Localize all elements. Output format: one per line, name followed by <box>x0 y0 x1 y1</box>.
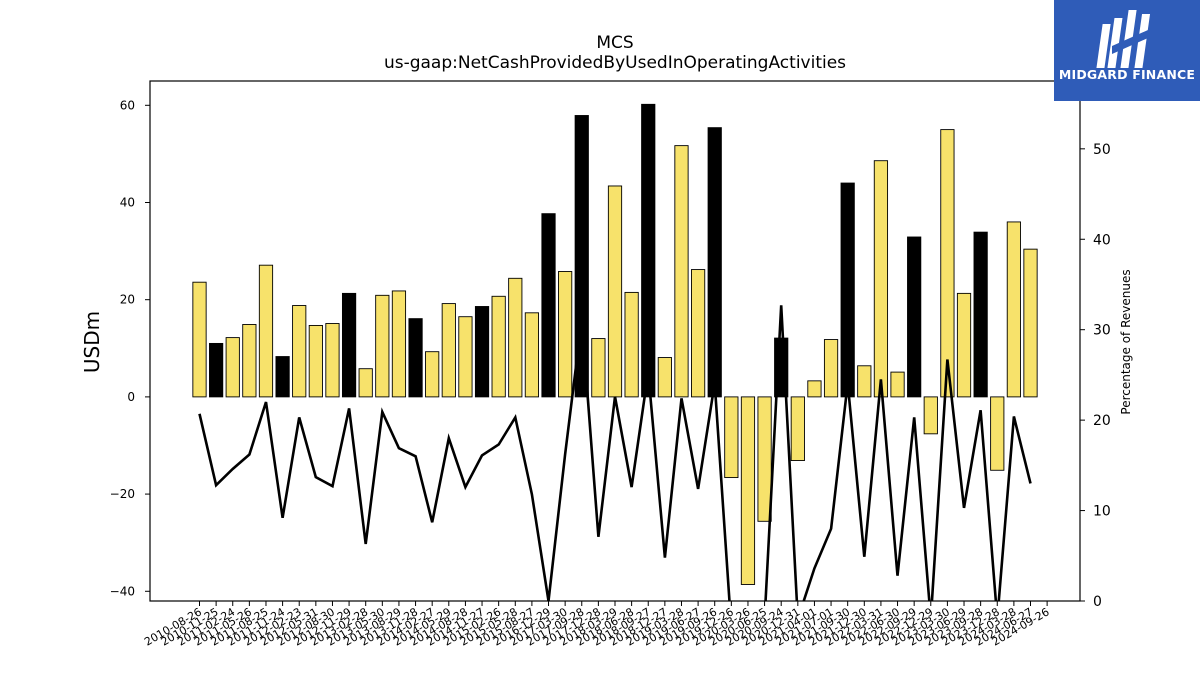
bar-series <box>192 103 1038 585</box>
chart-title: MCS <box>596 33 633 53</box>
logo-mark-icon <box>1096 10 1151 68</box>
bar <box>441 303 456 398</box>
bar <box>275 356 290 398</box>
bar <box>757 396 772 522</box>
y-tick-label: 60 <box>120 98 135 112</box>
x-axis: 2010-08-262010-11-252011-02-242011-05-26… <box>142 601 1052 649</box>
bar <box>740 396 756 585</box>
bar <box>558 271 573 398</box>
y2-tick-label: 50 <box>1093 142 1111 158</box>
bar <box>209 342 224 398</box>
bar <box>474 306 490 398</box>
bar <box>408 318 423 398</box>
y2-tick-label: 20 <box>1093 413 1111 429</box>
bar <box>607 185 623 398</box>
bar <box>956 292 972 398</box>
bar <box>358 368 373 398</box>
bar <box>1023 248 1038 398</box>
bar <box>840 182 855 398</box>
bar <box>973 231 988 398</box>
y2-tick-label: 30 <box>1093 323 1111 339</box>
bar <box>940 129 955 398</box>
bar <box>691 269 706 398</box>
y2-tick-label: 0 <box>1093 594 1102 610</box>
bar <box>524 312 540 398</box>
y-axis-right: 0 10 20 30 40 50 <box>1080 142 1111 610</box>
bar <box>657 357 672 398</box>
bar <box>807 380 822 398</box>
bar <box>857 365 872 398</box>
bar <box>724 396 739 479</box>
chart-subtitle: us-gaap:NetCashProvidedByUsedInOperating… <box>384 53 846 73</box>
bar <box>873 160 889 398</box>
y-tick-label: −20 <box>110 487 135 501</box>
bar <box>823 339 839 398</box>
bar <box>707 127 722 398</box>
bar <box>541 213 556 398</box>
bar <box>325 323 340 398</box>
logo-text: MIDGARD FINANCE <box>1058 67 1196 82</box>
bar <box>458 316 473 398</box>
bar <box>790 396 805 462</box>
y-tick-label: −40 <box>110 584 135 598</box>
bar <box>292 305 307 398</box>
line-series <box>198 305 1032 601</box>
bar <box>508 277 523 398</box>
bar <box>641 103 656 398</box>
bar <box>624 291 639 398</box>
bar <box>491 295 506 398</box>
bar <box>907 236 922 398</box>
y2-tick-label: 10 <box>1093 504 1111 520</box>
bar <box>890 371 905 398</box>
bar <box>308 324 323 398</box>
bar <box>1006 221 1021 398</box>
bar <box>192 281 207 398</box>
bar <box>591 338 606 398</box>
bar <box>674 145 689 398</box>
y-axis-left: −40 −20 0 20 40 60 <box>110 98 150 598</box>
bar <box>375 294 390 398</box>
y2-tick-label: 40 <box>1093 232 1111 248</box>
bar <box>391 290 407 398</box>
y-tick-label: 0 <box>127 390 135 404</box>
y-axis-label: USDm <box>80 311 104 373</box>
bar <box>258 264 274 398</box>
bar <box>990 396 1005 471</box>
bar <box>242 324 257 398</box>
bar <box>574 115 589 398</box>
bar <box>425 351 440 398</box>
y-tick-label: 40 <box>120 195 135 209</box>
bar <box>225 337 240 398</box>
midgard-finance-logo: MIDGARD FINANCE <box>1054 0 1200 101</box>
percentage-line <box>198 305 1032 601</box>
bar <box>341 292 357 398</box>
y-tick-label: 20 <box>120 293 135 307</box>
y2-axis-label: Percentage of Revenues <box>1119 269 1133 414</box>
bar <box>923 396 938 435</box>
